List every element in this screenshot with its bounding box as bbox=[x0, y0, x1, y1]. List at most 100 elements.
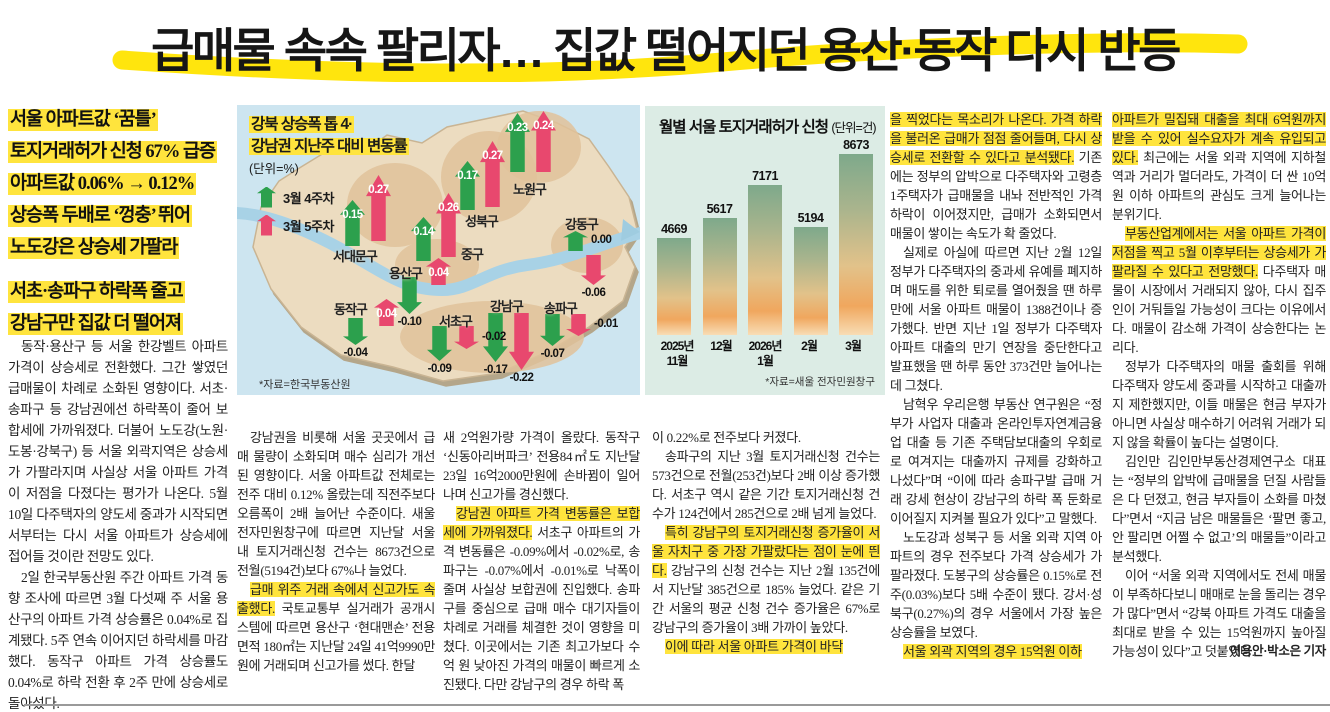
district-value-label: -0.10 bbox=[397, 316, 422, 328]
house-up-icon bbox=[563, 231, 588, 251]
x-axis-label: 2026년 1월 bbox=[748, 339, 783, 368]
map-title-line2: 강남권 지난주 대비 변동률 bbox=[249, 138, 409, 155]
body-paragraph: 남혁우 우리은행 부동산 연구원은 “정부가 사업자 대출과 온라인투자연계금융… bbox=[890, 397, 1102, 526]
han-river bbox=[237, 207, 640, 297]
map-overlay: 강북 상승폭 톱 4· 강남권 지난주 대비 변동률 (단위=%) 3월 4주차… bbox=[237, 105, 640, 395]
chart-unit-label: (단위=건) bbox=[831, 121, 876, 135]
map-title-line1: 강북 상승폭 톱 4· bbox=[249, 116, 355, 133]
district-value-label: -0.06 bbox=[581, 287, 606, 299]
body-paragraph: 새 2억원가량 가격이 올랐다. 동작구 ‘신동아리버파크’ 전용84㎡도 지난… bbox=[443, 430, 640, 502]
body-paragraph: 서울 외곽 지역의 경우 15억원 이하 bbox=[903, 644, 1082, 659]
body-paragraph: 특히 강남구의 토지거래신청 증가율이 서울 자치구 중 가장 가팔랐다는 점이… bbox=[652, 525, 880, 635]
legend-week4-label: 3월 4주차 bbox=[283, 190, 334, 206]
deck-group-2: 서초·송파구 하락폭 줄고 강남구만 집값 더 떨어져 bbox=[8, 276, 230, 340]
district-value-label: 0.15 bbox=[342, 209, 363, 221]
body-paragraph: 급매 위주 거래 속에서 신고가도 속출했다. 국토교통부 실거래가 공개시스템… bbox=[237, 582, 435, 673]
house-down-icon bbox=[343, 318, 368, 345]
bar-group: 8673 bbox=[839, 138, 873, 335]
body-paragraph: 아파트가 밀집돼 대출을 최대 6억원까지 받을 수 있어 실수요자가 계속 유… bbox=[1112, 112, 1326, 222]
deck-line: 서울 아파트값 ‘꿈틀’ bbox=[8, 109, 158, 131]
district-label: 동작구 bbox=[334, 302, 368, 317]
district-value-label: -0.17 bbox=[483, 364, 508, 376]
deck-line: 강남구만 집값 더 떨어져 bbox=[8, 313, 184, 335]
house-down-icon bbox=[540, 314, 565, 346]
district-label: 서대문구 bbox=[333, 249, 378, 264]
district-value-label: 0.04 bbox=[428, 267, 449, 279]
district-label: 성북구 bbox=[465, 214, 499, 229]
bar bbox=[793, 227, 828, 335]
district-value-label: -0.22 bbox=[509, 372, 534, 384]
bar-group: 4669 bbox=[657, 222, 691, 335]
bar-value-label: 4669 bbox=[661, 222, 687, 236]
body-paragraph: 실제로 아실에 따르면 지난 2월 12일 정부가 다주택자의 중과세 유예를 … bbox=[890, 245, 1102, 393]
bar-value-label: 5194 bbox=[797, 211, 824, 225]
district-value-label: 0.27 bbox=[368, 184, 389, 196]
x-axis-label: 2월 bbox=[801, 339, 818, 353]
district-value-label: 0.23 bbox=[507, 122, 528, 134]
body-paragraph: 강남권 아파트 가격 변동률은 보합세에 가까워졌다. 서초구 아파트의 가격 … bbox=[443, 506, 640, 692]
page-title: 급매물 속속 팔리자… 집값 떨어지던 용산·동작 다시 반등 bbox=[151, 24, 1181, 77]
deck-line: 토지거래허가 신청 67% 급증 bbox=[8, 141, 218, 163]
deck-line: 아파트값 0.06% → 0.12% bbox=[8, 173, 197, 195]
body-paragraph: 2일 한국부동산원 주간 아파트 가격 동향 조사에 따르면 3월 다섯째 주 … bbox=[8, 570, 228, 711]
map-unit-label: (단위=%) bbox=[249, 162, 299, 176]
deck-group-1: 서울 아파트값 ‘꿈틀’ 토지거래허가 신청 67% 급증 아파트값 0.06%… bbox=[8, 104, 230, 264]
bar bbox=[748, 185, 782, 335]
chart-category-labels: 2025년 11월 12월 2026년 1월 2월 3월 bbox=[657, 339, 873, 369]
district-value-label: 0.04 bbox=[376, 308, 397, 320]
district-value-label: -0.04 bbox=[343, 347, 368, 359]
district-value-label: -0.01 bbox=[594, 318, 618, 330]
river-flow-arrow bbox=[621, 219, 640, 241]
body-paragraph: 을 찍었다는 목소리가 나온다. 가격 하락을 불러온 급매가 점점 줄어들며,… bbox=[890, 112, 1102, 241]
district-value-label: 0.24 bbox=[533, 120, 554, 132]
body-paragraph: 정부가 다주택자의 매물 출회를 위해 다주택자 양도세 중과를 시작하고 대출… bbox=[1112, 359, 1326, 450]
bar-value-label: 5617 bbox=[706, 202, 733, 216]
x-axis-label: 2025년 11월 bbox=[660, 339, 695, 368]
district-value-label: 0.27 bbox=[482, 150, 503, 162]
bar-group: 7171 bbox=[748, 169, 782, 335]
body-paragraph: 동작·용산구 등 서울 한강벨트 아파트 가격이 상승세로 전환했다. 그간 쌓… bbox=[8, 339, 228, 564]
chart-title: 월별 서울 토지거래허가 신청 (단위=건) bbox=[659, 119, 877, 136]
body-paragraph: 김인만 김인만부동산경제연구소 대표는 “정부의 압박에 급매물을 던질 사람들… bbox=[1112, 454, 1326, 564]
bottom-rule bbox=[24, 704, 1330, 706]
chart-source-note: *자료=새울 전자민원창구 bbox=[765, 376, 875, 388]
body-column-6: 아파트가 밀집돼 대출을 최대 6억원까지 받을 수 있어 실수요자가 계속 유… bbox=[1112, 110, 1326, 706]
body-paragraph: 이어 “서울 외곽 지역에서도 전세 매물이 부족하다보니 매매로 눈을 돌리는… bbox=[1112, 568, 1326, 659]
x-axis-label: 3월 bbox=[845, 339, 862, 353]
district-value-label: 0.00 bbox=[591, 234, 612, 246]
body-paragraph: 이 0.22%로 전주보다 커졌다. bbox=[652, 430, 801, 445]
body-paragraph: 강남권을 비롯해 서울 곳곳에서 급매 물량이 소화되며 매수 심리가 개선된 … bbox=[237, 430, 435, 578]
house-down-icon bbox=[581, 255, 606, 285]
x-axis-label: 12월 bbox=[710, 339, 732, 353]
district-value-label: -0.07 bbox=[540, 348, 565, 360]
district-label: 강남구 bbox=[490, 299, 524, 314]
map-source-note: *자료=한국부동산원 bbox=[259, 379, 351, 391]
house-down-icon bbox=[427, 326, 452, 361]
house-down-icon bbox=[454, 326, 479, 349]
district-value-label: 0.26 bbox=[438, 202, 459, 214]
body-column-5: 을 찍었다는 목소리가 나온다. 가격 하락을 불러온 급매가 점점 줄어들며,… bbox=[890, 110, 1102, 706]
bar bbox=[702, 218, 737, 335]
district-label: 중구 bbox=[461, 247, 484, 262]
byline: 이용안·박소은 기자 bbox=[1229, 644, 1327, 658]
legend-week5-house-icon bbox=[257, 214, 276, 236]
map-legend: 3월 4주차 3월 5주차 bbox=[257, 183, 334, 239]
bar-group: 5194 bbox=[793, 211, 828, 335]
district-label: 강동구 bbox=[565, 217, 599, 232]
house-up-icon bbox=[340, 200, 365, 246]
body-paragraph: 노도강과 성북구 등 서울 외곽 지역 아파트의 경우 전주보다 가격 상승세가… bbox=[890, 530, 1102, 640]
district-label: 서초구 bbox=[439, 314, 473, 329]
body-paragraph: 부동산업계에서는 서울 아파트 가격이 저점을 찍고 5월 이후부터는 상승세가… bbox=[1112, 226, 1327, 355]
land-permit-bar-chart: 월별 서울 토지거래허가 신청 (단위=건) 4669 5617 7171 5194 8… bbox=[645, 106, 885, 395]
bar bbox=[657, 238, 691, 335]
district-value-label: -0.02 bbox=[482, 330, 506, 343]
body-paragraph: 송파구의 지난 3월 토지거래신청 건수는 573건으로 전월(253건)보다 … bbox=[652, 449, 880, 521]
deck-line: 노도강은 상승세 가팔라 bbox=[8, 237, 180, 259]
district-value-label: -0.09 bbox=[427, 363, 452, 375]
deck-subheads: 서울 아파트값 ‘꿈틀’ 토지거래허가 신청 67% 급증 아파트값 0.06%… bbox=[8, 104, 230, 340]
seoul-map-infographic: 강북 상승폭 톱 4· 강남권 지난주 대비 변동률 (단위=%) 3월 4주차… bbox=[237, 105, 640, 395]
house-down-icon bbox=[509, 313, 534, 370]
house-up-icon bbox=[411, 217, 436, 261]
body-paragraph: 이에 따라 서울 아파트 가격이 바닥 bbox=[665, 639, 843, 654]
